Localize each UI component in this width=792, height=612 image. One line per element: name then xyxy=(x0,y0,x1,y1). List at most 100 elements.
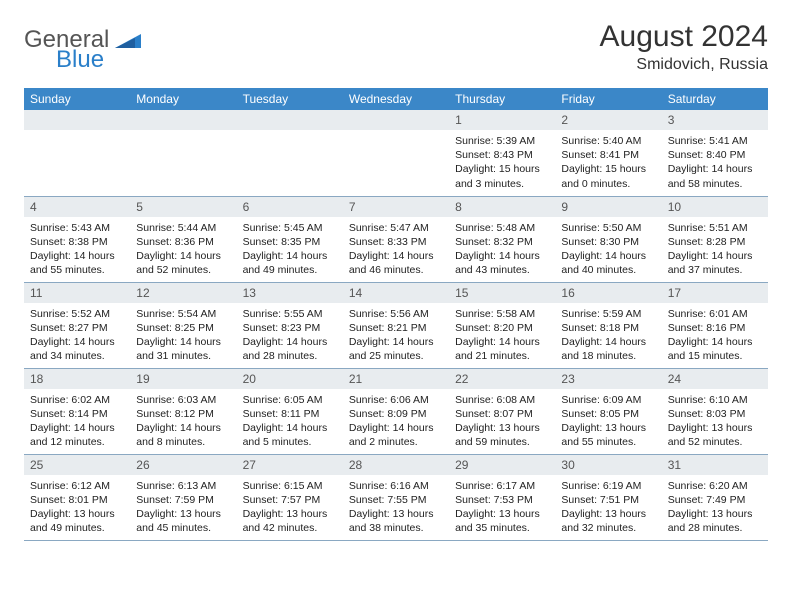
day-details: Sunrise: 5:48 AMSunset: 8:32 PMDaylight:… xyxy=(449,217,555,282)
sunset-line: Sunset: 8:18 PM xyxy=(561,321,655,335)
sunset-line: Sunset: 7:49 PM xyxy=(668,493,762,507)
calendar-row: 1Sunrise: 5:39 AMSunset: 8:43 PMDaylight… xyxy=(24,110,768,196)
sunrise-line: Sunrise: 5:40 AM xyxy=(561,134,655,148)
sunset-line: Sunset: 7:51 PM xyxy=(561,493,655,507)
sunrise-line: Sunrise: 5:48 AM xyxy=(455,221,549,235)
location: Smidovich, Russia xyxy=(600,56,768,74)
calendar-cell: 2Sunrise: 5:40 AMSunset: 8:41 PMDaylight… xyxy=(555,110,661,196)
calendar-cell: 16Sunrise: 5:59 AMSunset: 8:18 PMDayligh… xyxy=(555,282,661,368)
sunset-line: Sunset: 8:35 PM xyxy=(243,235,337,249)
sunset-line: Sunset: 8:21 PM xyxy=(349,321,443,335)
day-number: 10 xyxy=(662,197,768,217)
daylight-line: Daylight: 15 hours and 0 minutes. xyxy=(561,162,655,190)
calendar-cell: 18Sunrise: 6:02 AMSunset: 8:14 PMDayligh… xyxy=(24,368,130,454)
sunrise-line: Sunrise: 5:47 AM xyxy=(349,221,443,235)
day-number: 8 xyxy=(449,197,555,217)
day-number: 19 xyxy=(130,369,236,389)
sunrise-line: Sunrise: 6:12 AM xyxy=(30,479,124,493)
sunrise-line: Sunrise: 5:51 AM xyxy=(668,221,762,235)
calendar-row: 25Sunrise: 6:12 AMSunset: 8:01 PMDayligh… xyxy=(24,454,768,540)
day-number: 17 xyxy=(662,283,768,303)
weekday-header-row: Sunday Monday Tuesday Wednesday Thursday… xyxy=(24,88,768,110)
daylight-line: Daylight: 13 hours and 28 minutes. xyxy=(668,507,762,535)
sunset-line: Sunset: 8:32 PM xyxy=(455,235,549,249)
sunrise-line: Sunrise: 5:50 AM xyxy=(561,221,655,235)
sunrise-line: Sunrise: 5:55 AM xyxy=(243,307,337,321)
sunrise-line: Sunrise: 6:05 AM xyxy=(243,393,337,407)
header: General August 2024 Smidovich, Russia xyxy=(24,20,768,74)
sunset-line: Sunset: 8:30 PM xyxy=(561,235,655,249)
daylight-line: Daylight: 13 hours and 52 minutes. xyxy=(668,421,762,449)
sunset-line: Sunset: 8:36 PM xyxy=(136,235,230,249)
day-details: Sunrise: 5:39 AMSunset: 8:43 PMDaylight:… xyxy=(449,130,555,195)
sunset-line: Sunset: 8:41 PM xyxy=(561,148,655,162)
calendar-cell: 29Sunrise: 6:17 AMSunset: 7:53 PMDayligh… xyxy=(449,454,555,540)
day-details: Sunrise: 5:50 AMSunset: 8:30 PMDaylight:… xyxy=(555,217,661,282)
day-details: Sunrise: 5:55 AMSunset: 8:23 PMDaylight:… xyxy=(237,303,343,368)
sunset-line: Sunset: 7:55 PM xyxy=(349,493,443,507)
calendar-cell: 6Sunrise: 5:45 AMSunset: 8:35 PMDaylight… xyxy=(237,196,343,282)
day-number: 21 xyxy=(343,369,449,389)
daylight-line: Daylight: 14 hours and 58 minutes. xyxy=(668,162,762,190)
calendar-row: 4Sunrise: 5:43 AMSunset: 8:38 PMDaylight… xyxy=(24,196,768,282)
day-number: 18 xyxy=(24,369,130,389)
calendar-cell xyxy=(343,110,449,196)
day-details: Sunrise: 6:06 AMSunset: 8:09 PMDaylight:… xyxy=(343,389,449,454)
day-details: Sunrise: 6:01 AMSunset: 8:16 PMDaylight:… xyxy=(662,303,768,368)
sunset-line: Sunset: 7:57 PM xyxy=(243,493,337,507)
daylight-line: Daylight: 15 hours and 3 minutes. xyxy=(455,162,549,190)
calendar-cell: 1Sunrise: 5:39 AMSunset: 8:43 PMDaylight… xyxy=(449,110,555,196)
weekday-header: Thursday xyxy=(449,88,555,110)
sunrise-line: Sunrise: 5:52 AM xyxy=(30,307,124,321)
calendar-cell: 19Sunrise: 6:03 AMSunset: 8:12 PMDayligh… xyxy=(130,368,236,454)
day-number: 26 xyxy=(130,455,236,475)
day-details: Sunrise: 5:43 AMSunset: 8:38 PMDaylight:… xyxy=(24,217,130,282)
sunrise-line: Sunrise: 5:58 AM xyxy=(455,307,549,321)
sunrise-line: Sunrise: 6:16 AM xyxy=(349,479,443,493)
day-number: 7 xyxy=(343,197,449,217)
day-details: Sunrise: 6:10 AMSunset: 8:03 PMDaylight:… xyxy=(662,389,768,454)
sunrise-line: Sunrise: 6:01 AM xyxy=(668,307,762,321)
day-number: 28 xyxy=(343,455,449,475)
day-details: Sunrise: 5:59 AMSunset: 8:18 PMDaylight:… xyxy=(555,303,661,368)
daylight-line: Daylight: 14 hours and 2 minutes. xyxy=(349,421,443,449)
calendar-cell: 12Sunrise: 5:54 AMSunset: 8:25 PMDayligh… xyxy=(130,282,236,368)
day-details: Sunrise: 5:45 AMSunset: 8:35 PMDaylight:… xyxy=(237,217,343,282)
daylight-line: Daylight: 14 hours and 18 minutes. xyxy=(561,335,655,363)
calendar-cell: 31Sunrise: 6:20 AMSunset: 7:49 PMDayligh… xyxy=(662,454,768,540)
sunset-line: Sunset: 8:03 PM xyxy=(668,407,762,421)
sunrise-line: Sunrise: 5:56 AM xyxy=(349,307,443,321)
day-number: 16 xyxy=(555,283,661,303)
sunset-line: Sunset: 8:12 PM xyxy=(136,407,230,421)
daylight-line: Daylight: 13 hours and 32 minutes. xyxy=(561,507,655,535)
sunset-line: Sunset: 8:40 PM xyxy=(668,148,762,162)
day-details: Sunrise: 6:13 AMSunset: 7:59 PMDaylight:… xyxy=(130,475,236,540)
sunrise-line: Sunrise: 5:43 AM xyxy=(30,221,124,235)
sunrise-line: Sunrise: 6:09 AM xyxy=(561,393,655,407)
daylight-line: Daylight: 13 hours and 38 minutes. xyxy=(349,507,443,535)
sunrise-line: Sunrise: 5:44 AM xyxy=(136,221,230,235)
calendar-cell: 24Sunrise: 6:10 AMSunset: 8:03 PMDayligh… xyxy=(662,368,768,454)
calendar-cell: 7Sunrise: 5:47 AMSunset: 8:33 PMDaylight… xyxy=(343,196,449,282)
weekday-header: Monday xyxy=(130,88,236,110)
sunset-line: Sunset: 8:07 PM xyxy=(455,407,549,421)
day-number: 30 xyxy=(555,455,661,475)
title-block: August 2024 Smidovich, Russia xyxy=(600,20,768,74)
sunrise-line: Sunrise: 6:17 AM xyxy=(455,479,549,493)
sunrise-line: Sunrise: 6:15 AM xyxy=(243,479,337,493)
daylight-line: Daylight: 14 hours and 8 minutes. xyxy=(136,421,230,449)
calendar-cell: 13Sunrise: 5:55 AMSunset: 8:23 PMDayligh… xyxy=(237,282,343,368)
day-number: 11 xyxy=(24,283,130,303)
day-details: Sunrise: 5:44 AMSunset: 8:36 PMDaylight:… xyxy=(130,217,236,282)
calendar-cell: 10Sunrise: 5:51 AMSunset: 8:28 PMDayligh… xyxy=(662,196,768,282)
daylight-line: Daylight: 14 hours and 12 minutes. xyxy=(30,421,124,449)
daylight-line: Daylight: 14 hours and 43 minutes. xyxy=(455,249,549,277)
day-number: 1 xyxy=(449,110,555,130)
daylight-line: Daylight: 13 hours and 55 minutes. xyxy=(561,421,655,449)
daylight-line: Daylight: 14 hours and 21 minutes. xyxy=(455,335,549,363)
day-number: 22 xyxy=(449,369,555,389)
day-number: 24 xyxy=(662,369,768,389)
calendar-cell xyxy=(130,110,236,196)
day-number: 27 xyxy=(237,455,343,475)
daylight-line: Daylight: 13 hours and 42 minutes. xyxy=(243,507,337,535)
